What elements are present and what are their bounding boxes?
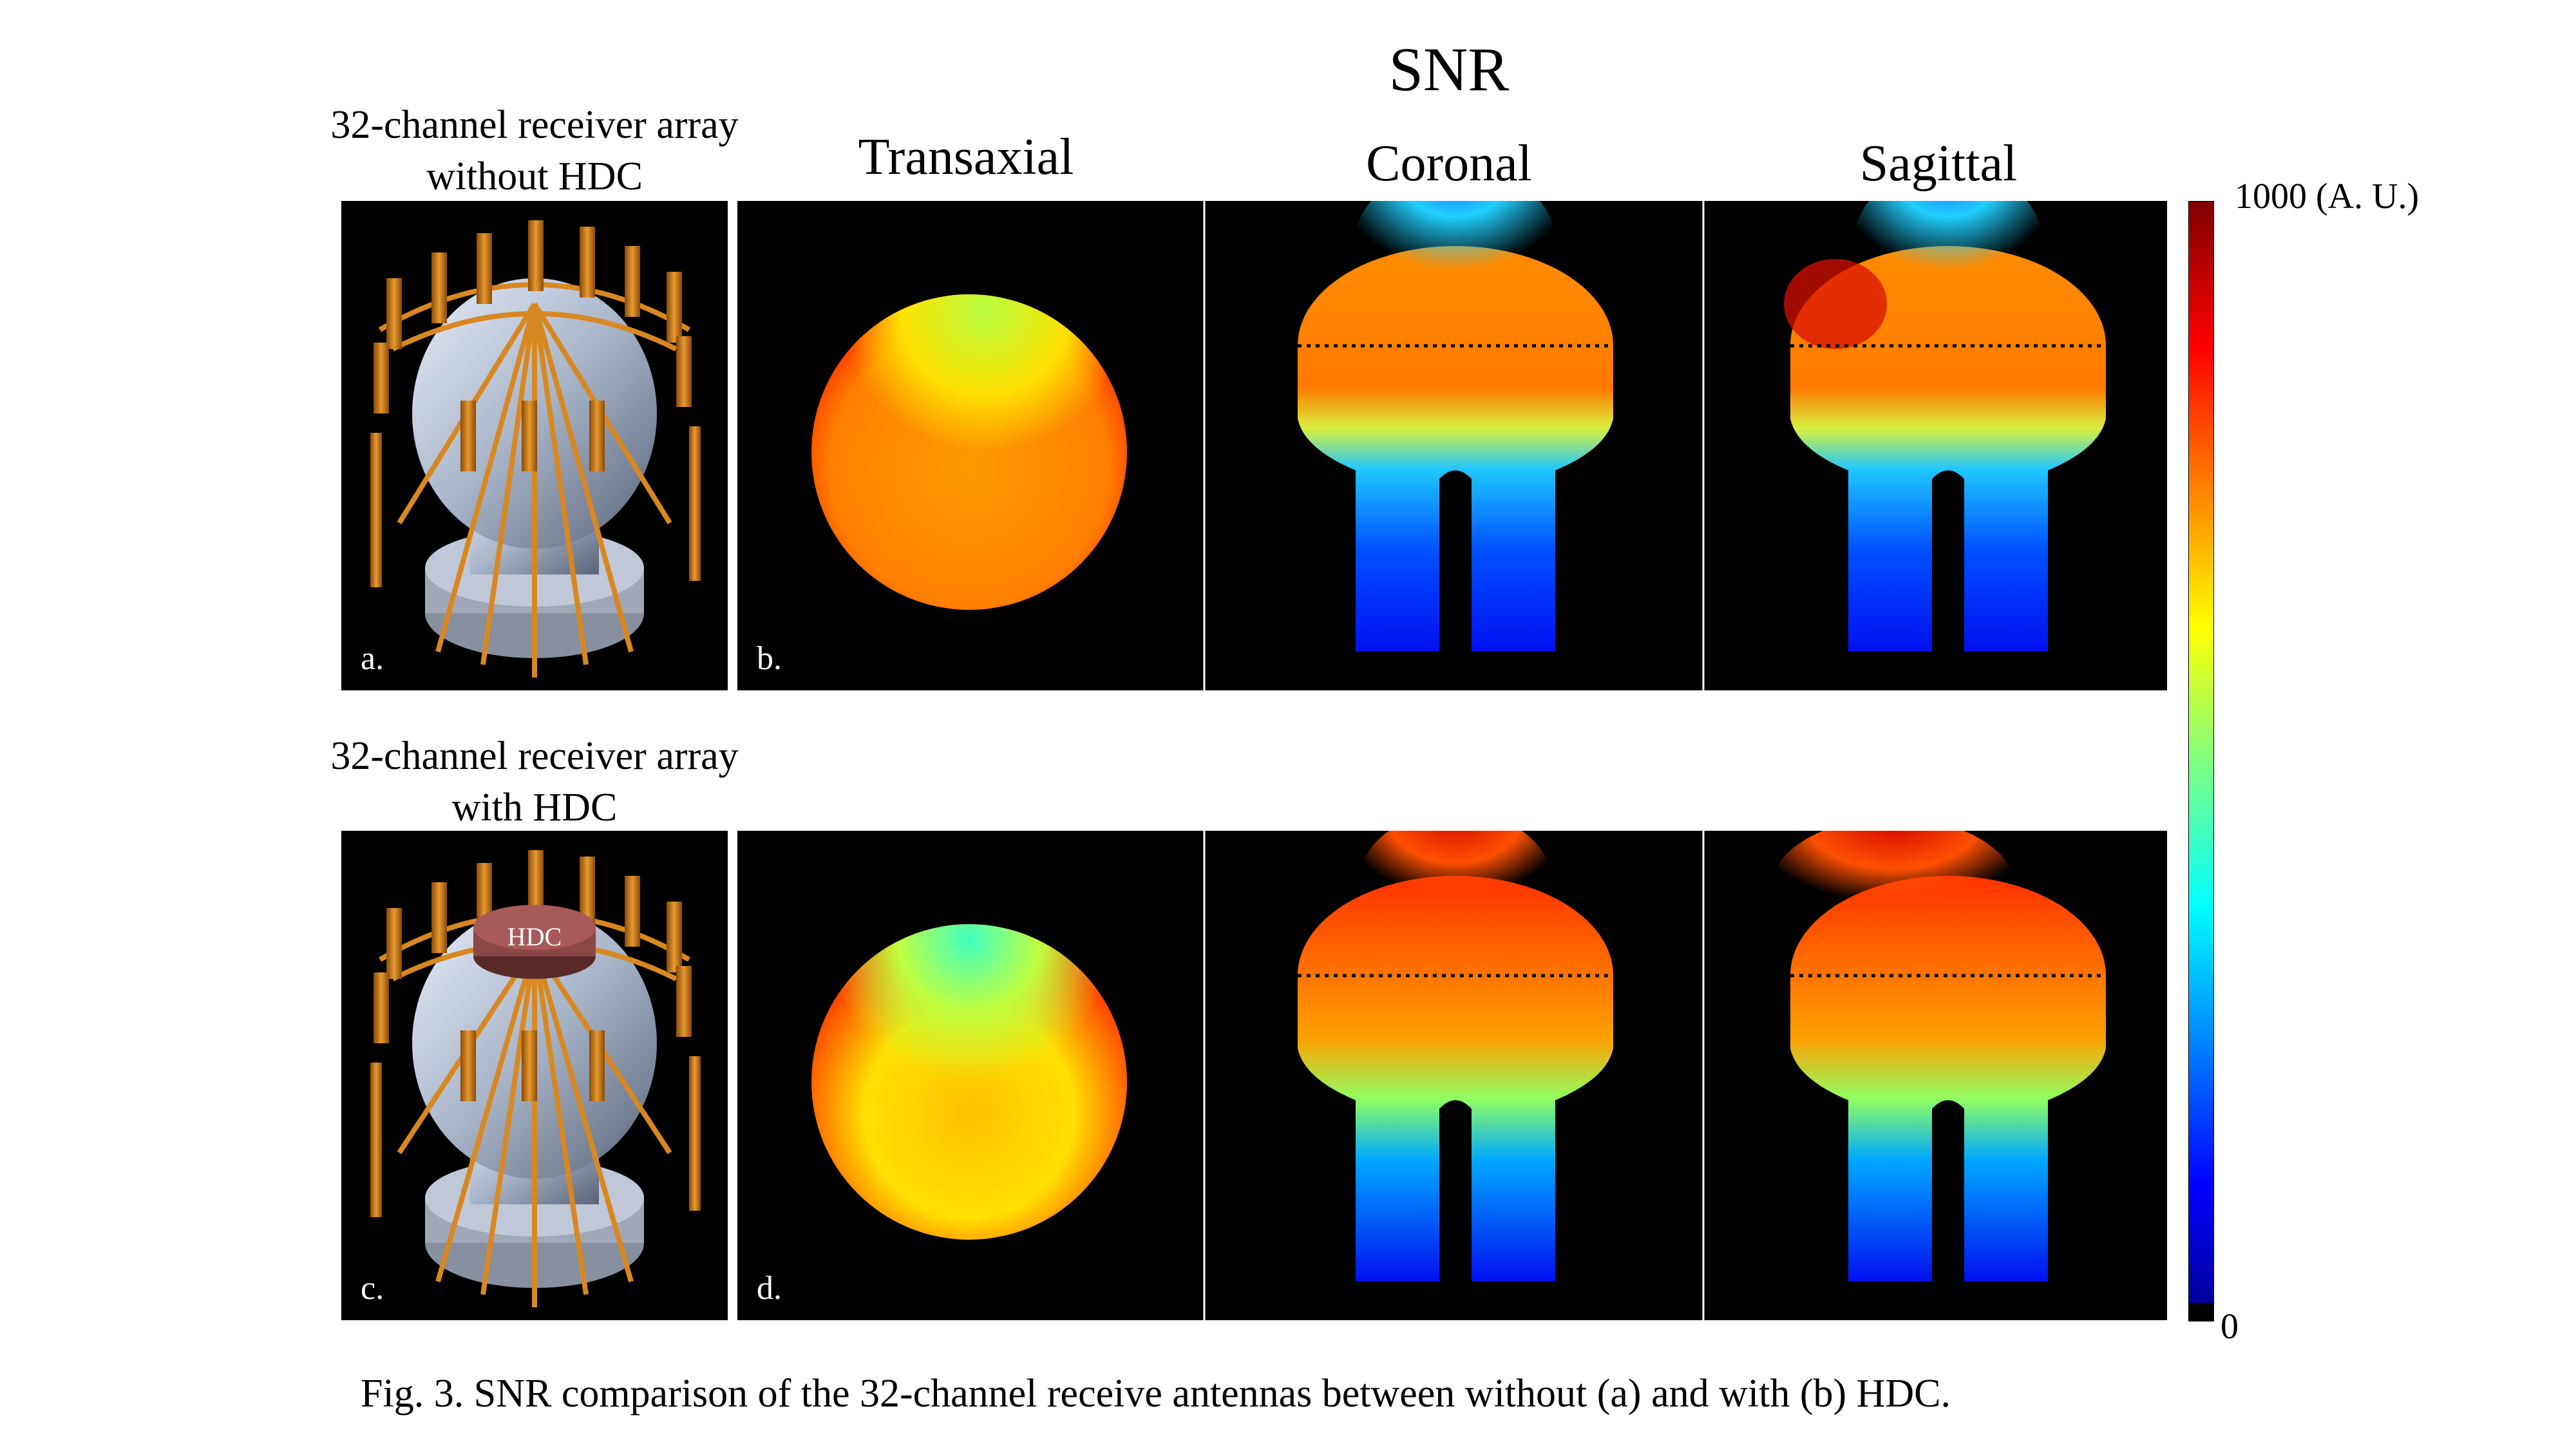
row-heading-with-hdc-line1: 32-channel receiver array: [330, 734, 739, 778]
panel-label-b: b.: [757, 640, 782, 677]
colorbar-max-label: 1000 (A. U.): [2235, 176, 2420, 216]
row-heading-without-hdc-line1: 32-channel receiver array: [330, 103, 739, 147]
column-header-coronal: Coronal: [1366, 135, 1532, 192]
column-header-transaxial: Transaxial: [858, 129, 1074, 185]
colorbar: [2188, 201, 2214, 1321]
row-heading-without-hdc-line2: without HDC: [426, 155, 643, 198]
snr-map-row-with-hdc: d.: [737, 831, 2167, 1320]
snr-map-row-without-hdc: b.: [737, 201, 2167, 690]
column-header-sagittal: Sagittal: [1859, 135, 2018, 192]
figure-caption: Fig. 3. SNR comparison of the 32-channel…: [361, 1372, 1951, 1416]
figure-title: SNR: [1388, 35, 1510, 104]
hdc-label: HDC: [507, 922, 562, 951]
colorbar-min-label: 0: [2221, 1307, 2239, 1347]
panel-label-d: d.: [757, 1270, 782, 1307]
model-panel-with-hdc: HDC c.: [341, 831, 728, 1320]
model-panel-without-hdc: a.: [341, 201, 728, 690]
panel-label-c: c.: [361, 1270, 384, 1307]
row-heading-with-hdc-line2: with HDC: [451, 786, 618, 829]
panel-label-a: a.: [361, 640, 384, 677]
